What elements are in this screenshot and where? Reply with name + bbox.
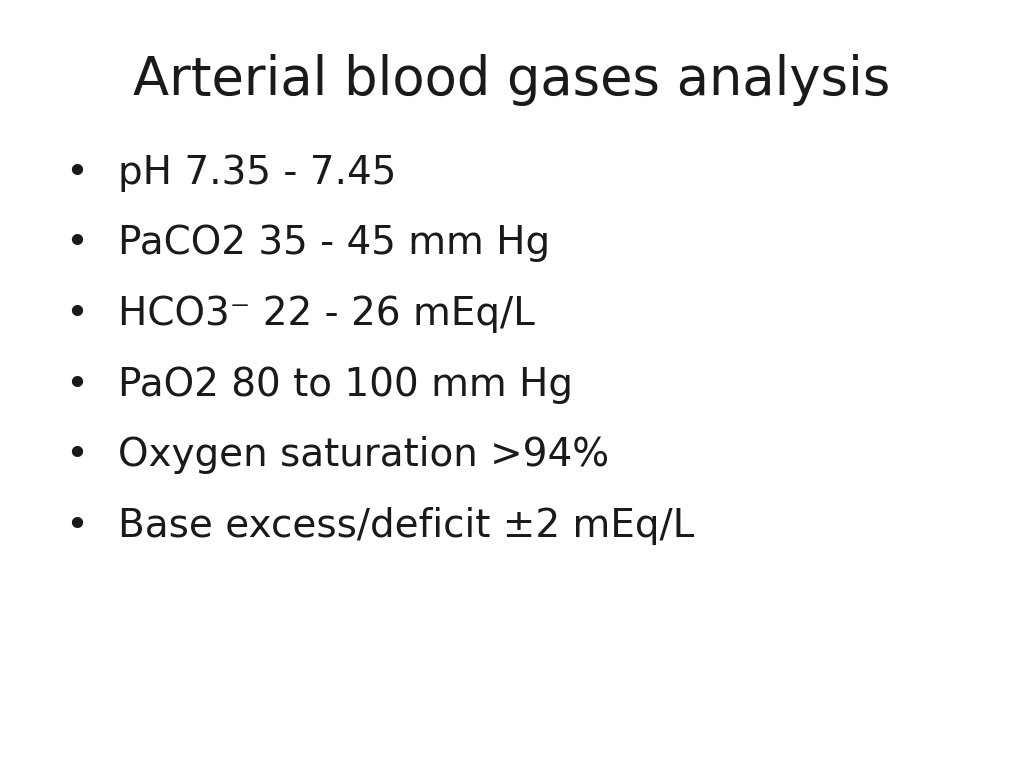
- Text: pH 7.35 - 7.45: pH 7.35 - 7.45: [118, 154, 396, 192]
- Text: Base excess/deficit ±2 mEq/L: Base excess/deficit ±2 mEq/L: [118, 507, 694, 545]
- Text: •: •: [66, 154, 88, 192]
- Text: Oxygen saturation >94%: Oxygen saturation >94%: [118, 436, 609, 475]
- Text: PaCO2 35 - 45 mm Hg: PaCO2 35 - 45 mm Hg: [118, 224, 550, 263]
- Text: PaO2 80 to 100 mm Hg: PaO2 80 to 100 mm Hg: [118, 366, 572, 404]
- Text: Arterial blood gases analysis: Arterial blood gases analysis: [133, 54, 891, 106]
- Text: HCO3⁻ 22 - 26 mEq/L: HCO3⁻ 22 - 26 mEq/L: [118, 295, 535, 333]
- Text: •: •: [66, 295, 88, 333]
- Text: •: •: [66, 366, 88, 404]
- Text: •: •: [66, 224, 88, 263]
- Text: •: •: [66, 507, 88, 545]
- Text: •: •: [66, 436, 88, 475]
